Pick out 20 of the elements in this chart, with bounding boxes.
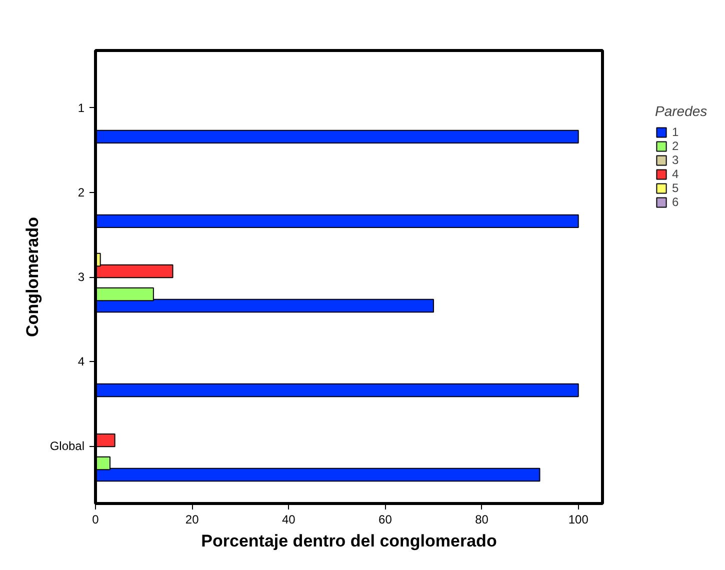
x-tick-label: 100 (568, 512, 589, 526)
x-axis-title: Porcentaje dentro del conglomerado (201, 532, 497, 550)
x-tick-label: 60 (378, 512, 392, 526)
y-tick-label: 1 (78, 100, 85, 115)
legend-title: Paredes (655, 103, 708, 119)
legend-label: 3 (672, 153, 680, 167)
legend-label: 6 (672, 195, 680, 209)
y-tick-label: Global (50, 439, 84, 454)
y-axis-title: Conglomerado (22, 217, 42, 337)
y-tick-label: 2 (78, 185, 85, 200)
legend-label: 5 (672, 181, 680, 195)
legend-label: 4 (672, 167, 680, 181)
y-tick-label: 3 (78, 270, 85, 284)
legend-label: 2 (672, 139, 680, 153)
legend-label: 1 (672, 125, 680, 139)
x-tick-label: 0 (92, 512, 100, 526)
x-tick-label: 20 (185, 512, 200, 526)
y-tick-label: 4 (78, 354, 85, 369)
x-tick-label: 80 (475, 512, 489, 526)
x-tick-label: 40 (282, 512, 296, 526)
